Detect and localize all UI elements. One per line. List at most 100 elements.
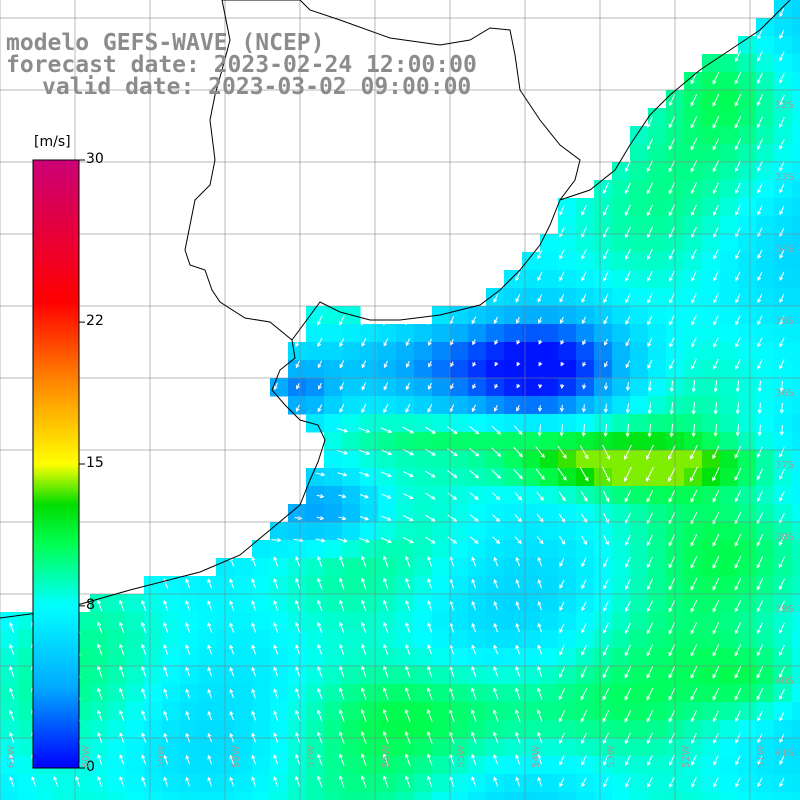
wind-arrow	[603, 777, 609, 788]
wind-cell	[162, 774, 181, 793]
wind-cell	[756, 180, 775, 199]
wind-cell	[468, 378, 487, 397]
wind-cell	[486, 342, 505, 361]
wind-arrow	[471, 404, 477, 413]
wind-cell	[396, 432, 415, 451]
wind-cell	[198, 792, 217, 800]
wind-cell	[198, 648, 217, 667]
wind-arrow	[515, 579, 520, 589]
wind-cell	[90, 720, 109, 739]
wind-arrow	[381, 515, 392, 521]
wind-cell	[684, 756, 703, 775]
wind-cell	[486, 558, 505, 577]
wind-cell	[720, 666, 739, 685]
wind-arrow	[624, 556, 631, 568]
wind-cell	[720, 684, 739, 703]
wind-cell	[522, 306, 541, 325]
wind-cell	[396, 378, 415, 397]
wind-cell	[450, 522, 469, 541]
wind-arrow	[559, 316, 564, 324]
wind-arrow	[251, 754, 257, 765]
wind-cell	[306, 630, 325, 649]
title-forecast-date: forecast date: 2023-02-24 12:00:00	[6, 52, 477, 78]
wind-arrow	[141, 621, 147, 634]
wind-cell	[360, 522, 379, 541]
wind-arrow	[779, 271, 785, 281]
wind-cell	[414, 360, 433, 379]
wind-arrow	[690, 226, 697, 238]
wind-cell	[378, 792, 397, 800]
wind-cell	[360, 396, 379, 415]
wind-arrow	[273, 710, 279, 721]
wind-cell	[756, 288, 775, 307]
wind-arrow	[734, 644, 742, 657]
wind-cell	[594, 288, 613, 307]
wind-cell	[612, 612, 631, 631]
wind-cell	[738, 324, 757, 343]
wind-cell	[648, 144, 667, 163]
wind-cell	[414, 468, 433, 487]
wind-cell	[648, 720, 667, 739]
wind-arrow	[317, 577, 323, 590]
wind-arrow	[559, 384, 565, 389]
wind-cell	[360, 792, 379, 800]
wind-cell	[144, 648, 163, 667]
wind-cell	[432, 792, 451, 800]
wind-cell	[774, 72, 793, 91]
wind-cell	[270, 522, 289, 541]
wind-arrow	[712, 445, 720, 460]
wind-arrow	[646, 534, 653, 547]
wind-cell	[738, 396, 757, 415]
wind-arrow	[273, 776, 279, 788]
wind-cell	[702, 540, 721, 559]
wind-cell	[360, 378, 379, 397]
wind-cell	[504, 648, 523, 667]
wind-cell	[180, 720, 199, 739]
wind-cell	[522, 486, 541, 505]
wind-arrow	[514, 709, 521, 722]
wind-cell	[0, 612, 19, 631]
wind-arrow	[514, 687, 521, 700]
wind-cell	[684, 738, 703, 757]
wind-cell	[756, 252, 775, 271]
wind-cell	[522, 756, 541, 775]
wind-cell	[342, 738, 361, 757]
wind-arrow	[712, 116, 720, 129]
wind-cell	[324, 702, 343, 721]
wind-cell	[594, 702, 613, 721]
wind-cell	[360, 756, 379, 775]
wind-cell	[324, 594, 343, 613]
wind-cell	[738, 486, 757, 505]
wind-cell	[324, 396, 343, 415]
wind-cell	[792, 144, 800, 163]
wind-arrow	[579, 467, 589, 482]
wind-cell	[180, 774, 199, 793]
wind-cell	[558, 198, 577, 217]
wind-arrow	[735, 337, 741, 348]
colorbar-gradient	[32, 159, 80, 769]
wind-cell	[774, 234, 793, 253]
wind-arrow	[690, 182, 698, 195]
wind-cell	[18, 666, 37, 685]
wind-arrow	[757, 337, 763, 348]
wind-arrow	[97, 776, 103, 788]
wind-cell	[450, 324, 469, 343]
wind-cell	[540, 468, 559, 487]
wind-cell	[414, 504, 433, 523]
wind-cell	[378, 486, 397, 505]
wind-arrow	[471, 600, 476, 611]
wind-cell	[396, 738, 415, 757]
wind-cell	[468, 450, 487, 469]
wind-arrow	[141, 665, 147, 678]
wind-cell	[126, 738, 145, 757]
wind-cell	[396, 756, 415, 775]
wind-cell	[756, 486, 775, 505]
wind-cell	[576, 360, 595, 379]
wind-cell	[360, 684, 379, 703]
wind-cell	[540, 540, 559, 559]
wind-cell	[594, 432, 613, 451]
wind-arrow	[425, 514, 436, 522]
wind-arrow	[359, 471, 370, 477]
wind-arrow	[779, 139, 785, 150]
wind-arrow	[603, 557, 609, 568]
